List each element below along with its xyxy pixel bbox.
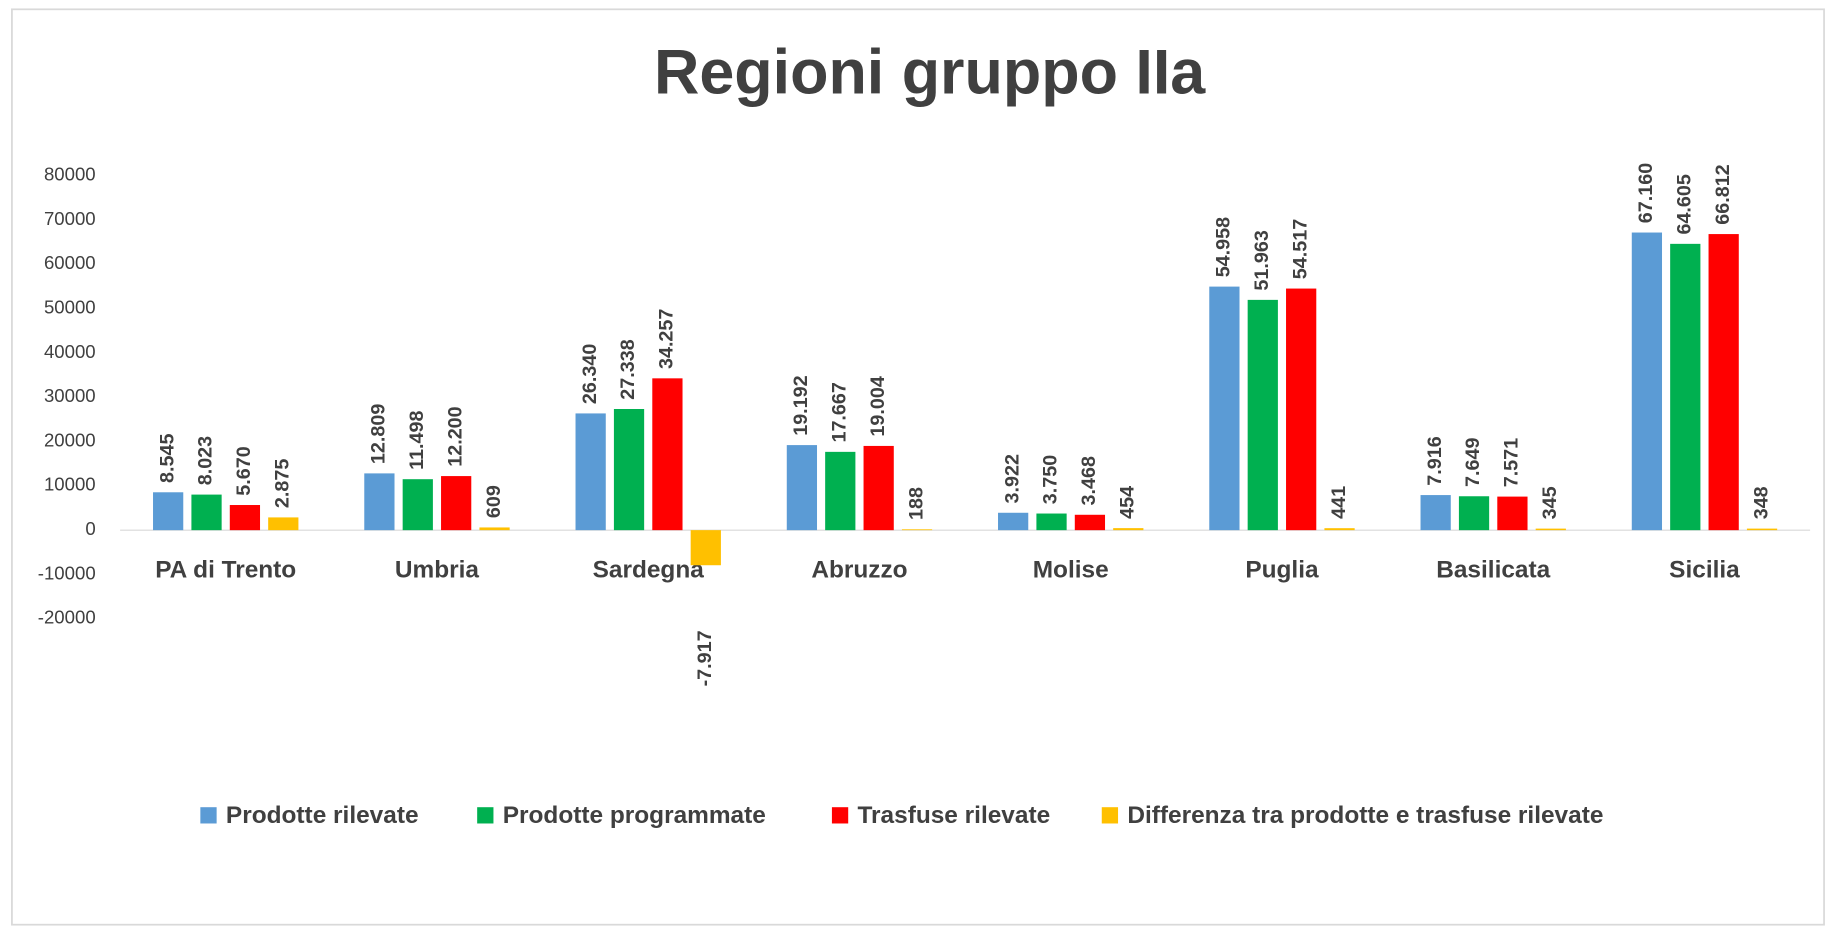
y-tick-label: 60000 <box>44 252 96 273</box>
y-tick-label: 70000 <box>44 208 96 229</box>
y-tick-label: 10000 <box>44 474 96 495</box>
bar <box>1535 528 1566 531</box>
bar <box>575 413 606 531</box>
bar <box>268 517 299 531</box>
y-tick-label: 80000 <box>44 164 96 185</box>
y-tick-label: 50000 <box>44 296 96 317</box>
bar <box>1458 496 1490 531</box>
data-label: 609 <box>483 485 505 518</box>
x-tick-label: Sicilia <box>1669 557 1740 584</box>
data-label: 3.468 <box>1078 456 1100 505</box>
data-label: 2.875 <box>272 459 294 508</box>
bar <box>364 473 395 531</box>
bar <box>652 378 683 531</box>
x-tick-label: PA di Trento <box>155 557 296 584</box>
data-label: 67.160 <box>1635 163 1657 223</box>
bar <box>479 527 510 531</box>
bar <box>1209 286 1240 531</box>
chart-title: Regioni gruppo IIa <box>654 37 1206 107</box>
data-label: -7.917 <box>694 630 716 686</box>
data-label: 8.545 <box>156 434 178 483</box>
x-tick-label: Umbria <box>395 557 480 584</box>
data-label: 27.338 <box>617 339 639 399</box>
legend-label: Differenza tra prodotte e trasfuse rilev… <box>1127 802 1603 829</box>
bar <box>229 505 261 531</box>
bar <box>998 512 1029 531</box>
bar <box>1497 496 1528 531</box>
data-label: 19.004 <box>867 376 889 436</box>
bar <box>863 445 894 531</box>
bar <box>1074 514 1106 531</box>
bar <box>1036 513 1067 531</box>
bar <box>402 479 433 531</box>
data-label: 12.809 <box>368 404 390 464</box>
y-tick-label: 20000 <box>44 429 96 450</box>
data-label: 3.922 <box>1001 454 1023 503</box>
bar <box>901 529 933 531</box>
data-label: 3.750 <box>1040 455 1062 504</box>
data-label: 51.963 <box>1251 230 1273 290</box>
data-label: 12.200 <box>444 406 466 466</box>
data-label: 19.192 <box>790 375 812 435</box>
legend-label: Prodotte rilevate <box>226 802 419 829</box>
data-label: 26.340 <box>579 344 601 404</box>
y-tick-label: -10000 <box>38 562 96 583</box>
bar <box>441 476 472 531</box>
x-tick-label: Puglia <box>1245 557 1319 584</box>
data-label: 441 <box>1328 486 1350 519</box>
bar <box>825 451 856 531</box>
bar <box>1247 299 1278 531</box>
data-label: 5.670 <box>233 446 255 495</box>
bar <box>1420 495 1451 531</box>
data-label: 7.649 <box>1462 437 1484 486</box>
data-label: 348 <box>1750 486 1772 519</box>
x-tick-label: Molise <box>1033 557 1109 584</box>
chart-frame <box>11 8 1825 926</box>
bar <box>1746 528 1778 531</box>
legend-label: Trasfuse rilevate <box>858 802 1051 829</box>
data-label: 54.517 <box>1289 219 1311 279</box>
data-label: 7.916 <box>1424 436 1446 485</box>
bar <box>1324 528 1355 531</box>
data-label: 54.958 <box>1213 217 1235 277</box>
legend-swatch <box>831 807 849 824</box>
data-label: 34.257 <box>656 309 678 369</box>
data-label: 11.498 <box>406 411 428 470</box>
data-label: 17.667 <box>828 382 850 442</box>
bar <box>690 530 721 566</box>
data-label: 64.605 <box>1673 174 1695 234</box>
bar <box>786 445 818 531</box>
y-tick-label: 40000 <box>44 341 96 362</box>
bar <box>191 494 222 531</box>
legend-swatch <box>1101 807 1119 824</box>
bar <box>1670 243 1701 531</box>
bar <box>1631 232 1663 531</box>
bar <box>1708 234 1739 531</box>
y-tick-label: -20000 <box>38 607 96 628</box>
y-tick-label: 0 <box>85 518 95 539</box>
legend-swatch <box>200 807 217 824</box>
bar <box>1286 288 1317 531</box>
data-label: 7.571 <box>1501 438 1523 487</box>
y-tick-label: 30000 <box>44 385 96 406</box>
x-tick-label: Abruzzo <box>811 557 907 584</box>
data-label: 454 <box>1117 486 1139 519</box>
x-tick-label: Basilicata <box>1436 557 1550 584</box>
data-label: 188 <box>905 487 927 520</box>
data-label: 8.023 <box>195 436 217 485</box>
legend-swatch <box>477 807 494 824</box>
bar <box>153 492 184 531</box>
bar <box>613 408 645 531</box>
x-tick-label: Sardegna <box>593 557 705 584</box>
data-label: 66.812 <box>1712 164 1734 224</box>
legend-label: Prodotte programmate <box>503 802 766 829</box>
data-label: 345 <box>1539 486 1561 519</box>
bar <box>1113 528 1144 531</box>
